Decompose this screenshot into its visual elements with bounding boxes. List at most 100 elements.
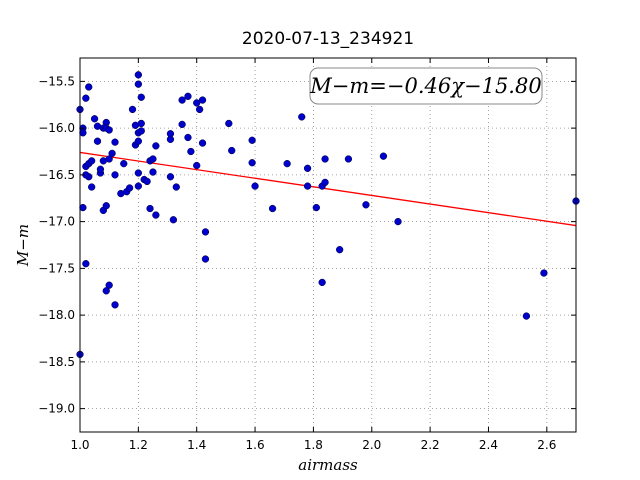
- data-point: [120, 160, 128, 168]
- data-point: [79, 203, 87, 212]
- data-point: [90, 115, 99, 123]
- data-point: [312, 203, 320, 212]
- data-point: [169, 216, 178, 224]
- data-point: [268, 204, 277, 213]
- data-point: [137, 119, 145, 128]
- data-point: [105, 281, 113, 289]
- data-point: [134, 71, 143, 79]
- data-point: [152, 142, 160, 150]
- data-point: [172, 183, 180, 191]
- y-axis-ticks: −15.5 −16.0 −16.5 −17.0 −17.5 −18.0 −18.5 −19.0: [38, 74, 576, 416]
- x-tick-label: 1.4: [187, 438, 206, 452]
- data-point: [134, 169, 143, 177]
- data-point: [102, 287, 110, 295]
- data-point: [93, 137, 102, 145]
- x-tick-label: 2.2: [421, 438, 440, 452]
- data-point: [111, 301, 119, 309]
- data-point: [318, 278, 326, 287]
- data-point: [105, 126, 113, 134]
- chart-title: 2020-07-13_234921: [242, 29, 414, 49]
- data-point: [88, 183, 96, 191]
- data-point: [228, 146, 236, 155]
- annotation-text: M−m=−0.46χ−15.80: [309, 74, 541, 98]
- data-point: [111, 171, 119, 179]
- x-tick-label: 1.8: [304, 438, 323, 452]
- data-point: [362, 201, 370, 209]
- fit-annotation: M−m=−0.46χ−15.80: [309, 67, 543, 105]
- data-point: [251, 182, 259, 190]
- data-point: [336, 246, 344, 254]
- data-point: [166, 173, 175, 181]
- data-point: [184, 133, 192, 142]
- data-point: [321, 178, 329, 187]
- data-point: [178, 96, 186, 104]
- fit-line-layer: [79, 151, 577, 227]
- data-point: [111, 138, 119, 146]
- data-point: [149, 155, 157, 163]
- data-point: [198, 139, 207, 147]
- data-point: [96, 165, 105, 173]
- data-point: [105, 155, 113, 163]
- data-point: [193, 161, 201, 170]
- y-tick-label: −19.0: [38, 402, 75, 416]
- data-point: [134, 80, 143, 88]
- data-point: [85, 83, 93, 91]
- data-point: [248, 159, 256, 167]
- data-point: [143, 177, 151, 186]
- data-point: [283, 160, 291, 168]
- plot-area: [80, 58, 576, 432]
- y-tick-label: −17.5: [38, 261, 75, 275]
- data-point: [82, 94, 90, 102]
- data-point: [225, 119, 233, 128]
- x-tick-label: 1.0: [70, 438, 89, 452]
- data-point: [187, 147, 195, 156]
- x-tick-label: 2.4: [479, 438, 498, 452]
- data-point: [146, 204, 154, 213]
- data-point: [195, 105, 204, 114]
- data-point: [108, 149, 116, 158]
- annotation-box: [309, 67, 543, 105]
- data-point: [137, 127, 145, 135]
- data-point: [149, 168, 157, 176]
- data-point: [134, 137, 143, 145]
- x-tick-label: 2.0: [362, 438, 381, 452]
- data-point: [201, 228, 210, 236]
- plot-frame: [79, 57, 577, 433]
- fit-line: [79, 151, 577, 227]
- data-point: [201, 255, 210, 263]
- y-tick-label: −16.0: [38, 121, 75, 135]
- y-tick-label: −18.5: [38, 355, 75, 369]
- data-point: [379, 152, 388, 160]
- data-point: [137, 93, 145, 101]
- y-tick-label: −15.5: [38, 74, 75, 88]
- x-tick-label: 2.6: [537, 438, 556, 452]
- data-point: [298, 113, 306, 121]
- y-axis-label: M−m: [14, 224, 32, 267]
- data-point: [198, 96, 207, 104]
- y-tick-label: −18.0: [38, 308, 75, 322]
- data-point: [178, 120, 186, 129]
- data-point: [125, 184, 134, 192]
- x-tick-label: 1.6: [246, 438, 265, 452]
- x-tick-label: 1.2: [129, 438, 148, 452]
- x-axis-label: airmass: [298, 456, 358, 474]
- data-point: [540, 269, 548, 277]
- data-point: [134, 182, 143, 190]
- data-point: [166, 135, 175, 143]
- data-point: [152, 211, 160, 219]
- y-tick-label: −16.5: [38, 168, 75, 182]
- data-point: [128, 105, 137, 114]
- data-points: [76, 71, 580, 359]
- data-point: [394, 217, 402, 226]
- data-point: [321, 155, 329, 163]
- y-tick-label: −17.0: [38, 215, 75, 229]
- data-point: [344, 155, 353, 163]
- data-point: [79, 129, 87, 137]
- data-point: [82, 260, 90, 268]
- x-axis-ticks: 1.0 1.2 1.4 1.6 1.8 2.0 2.2 2.4 2.6: [70, 58, 556, 452]
- data-point: [522, 312, 531, 320]
- data-point: [248, 136, 256, 144]
- data-point: [88, 157, 96, 165]
- data-point: [184, 92, 192, 100]
